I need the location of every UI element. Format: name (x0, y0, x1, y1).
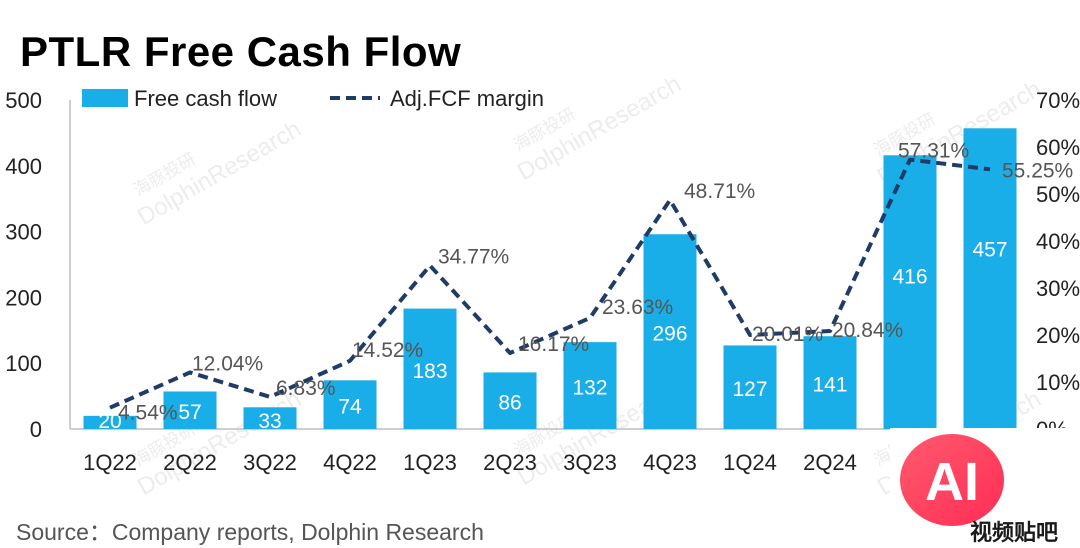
fcf-bar (483, 372, 537, 429)
fcf-bar-value-label: 57 (178, 401, 201, 424)
x-category-label: 2Q23 (483, 450, 537, 475)
fcf-bar-value-label: 132 (572, 377, 607, 400)
y-right-tick-label: 60% (1036, 135, 1080, 160)
margin-value-label: 4.54% (118, 402, 178, 425)
y-left-tick-label: 400 (5, 154, 42, 179)
margin-value-label: 20.84% (832, 319, 903, 342)
margin-value-label: 6.83% (276, 377, 336, 400)
fcf-bar-value-label: 416 (892, 265, 927, 288)
y-right-tick-label: 40% (1036, 229, 1080, 254)
x-category-label: 1Q23 (403, 450, 457, 475)
fcf-bar (963, 128, 1017, 429)
y-right-tick-label: 20% (1036, 323, 1080, 348)
x-category-label: 2Q24 (803, 450, 857, 475)
fcf-bar (323, 380, 377, 429)
y-right-tick-label: 70% (1036, 88, 1080, 113)
x-category-label: 2Q22 (163, 450, 217, 475)
fcf-bar (243, 407, 297, 429)
margin-value-label: 55.25% (1002, 159, 1073, 182)
margin-value-label: 34.77% (438, 246, 509, 269)
x-category-label: 1Q22 (83, 450, 137, 475)
margin-value-label: 20.01% (752, 323, 823, 346)
fcf-bar-value-label: 33 (258, 410, 281, 433)
x-category-label: 1Q24 (723, 450, 777, 475)
fcf-bar-value-label: 74 (338, 396, 362, 419)
fcf-bar (643, 234, 697, 429)
fcf-bar (803, 336, 857, 429)
margin-value-label: 12.04% (192, 352, 263, 375)
margin-line (109, 157, 991, 410)
fcf-bar-value-label: 141 (812, 374, 847, 397)
fcf-bar-value-label: 183 (412, 360, 447, 383)
legend-bar-swatch (82, 89, 128, 107)
fcf-bar-value-label: 296 (652, 323, 687, 346)
margin-value-label: 16.17% (518, 333, 589, 356)
x-category-label: 4Q22 (323, 450, 377, 475)
margin-value-label: 48.71% (684, 180, 755, 203)
svg-text:AI: AI (925, 452, 979, 512)
x-category-label: 3Q23 (563, 450, 617, 475)
source-note: Source：Company reports, Dolphin Research (16, 519, 484, 545)
svg-text:视频贴吧: 视频贴吧 (970, 520, 1058, 546)
legend-bar-label: Free cash flow (134, 86, 277, 111)
y-left-tick-label: 300 (5, 220, 42, 245)
fcf-bar-value-label: 457 (972, 238, 1007, 261)
chart-title: PTLR Free Cash Flow (20, 28, 462, 75)
y-left-tick-label: 100 (5, 351, 42, 376)
y-left-tick-label: 0 (30, 417, 42, 442)
fcf-bar-value-label: 86 (498, 392, 521, 415)
fcf-bar-value-label: 127 (732, 378, 767, 401)
fcf-bar (563, 342, 617, 429)
y-left-tick-label: 500 (5, 88, 42, 113)
fcf-bar (163, 391, 217, 429)
ai-badge-logo: AI 视频贴吧 (890, 428, 1080, 548)
fcf-bar (883, 155, 937, 429)
margin-value-label: 57.31% (898, 140, 969, 163)
fcf-bar (403, 308, 457, 429)
y-left-tick-label: 200 (5, 285, 42, 310)
fcf-bar (83, 415, 137, 429)
y-right-tick-label: 50% (1036, 182, 1080, 207)
x-category-label: 4Q23 (643, 450, 697, 475)
x-category-label: 3Q22 (243, 450, 297, 475)
y-right-tick-label: 30% (1036, 276, 1080, 301)
fcf-bar-value-label: 20 (98, 410, 121, 433)
margin-value-label: 14.52% (352, 339, 423, 362)
y-right-tick-label: 10% (1036, 370, 1080, 395)
fcf-bar (723, 345, 777, 429)
margin-value-label: 23.63% (602, 296, 673, 319)
legend-line-label: Adj.FCF margin (390, 86, 544, 111)
